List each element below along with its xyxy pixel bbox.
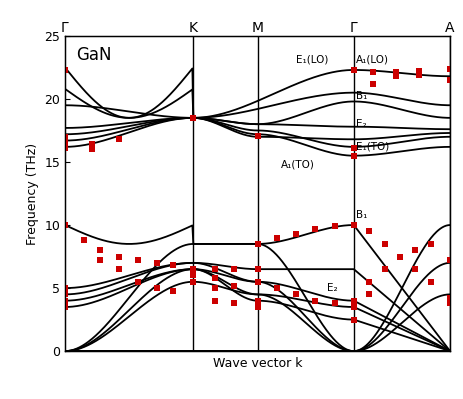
Point: [380, 266, 388, 273]
Point: [96, 257, 103, 263]
Point: [153, 260, 161, 266]
Point: [395, 253, 403, 260]
Point: [392, 69, 399, 76]
Point: [330, 300, 338, 306]
Text: A₁(LO): A₁(LO): [355, 55, 388, 65]
Point: [115, 253, 122, 260]
Point: [169, 262, 176, 269]
Point: [61, 222, 69, 228]
Point: [350, 316, 357, 323]
Point: [253, 241, 261, 247]
Point: [189, 266, 196, 273]
Point: [61, 140, 69, 146]
Point: [115, 136, 122, 142]
Point: [380, 241, 388, 247]
Point: [350, 152, 357, 159]
Point: [253, 132, 261, 139]
Point: [253, 304, 261, 310]
Point: [350, 67, 357, 73]
Point: [426, 279, 433, 285]
Text: B₁: B₁: [355, 91, 366, 101]
Text: E₁(TO): E₁(TO): [355, 142, 388, 152]
Point: [211, 285, 219, 291]
Point: [365, 279, 372, 285]
Point: [411, 266, 418, 273]
Point: [330, 223, 338, 229]
Point: [411, 247, 418, 253]
Point: [392, 73, 399, 79]
Text: GaN: GaN: [76, 46, 112, 64]
Point: [211, 298, 219, 304]
Point: [395, 253, 403, 260]
Point: [61, 298, 69, 304]
X-axis label: Wave vector k: Wave vector k: [213, 357, 301, 370]
Point: [230, 282, 238, 289]
Point: [365, 228, 372, 235]
Point: [169, 287, 176, 294]
Point: [311, 298, 319, 304]
Point: [445, 300, 453, 306]
Point: [61, 134, 69, 140]
Point: [369, 81, 376, 87]
Point: [350, 145, 357, 151]
Point: [230, 300, 238, 306]
Point: [350, 304, 357, 310]
Point: [134, 257, 142, 263]
Point: [415, 72, 422, 78]
Point: [134, 279, 142, 285]
Point: [273, 235, 280, 241]
Point: [211, 266, 219, 273]
Point: [445, 295, 453, 301]
Point: [365, 291, 372, 298]
Point: [445, 77, 453, 83]
Point: [253, 266, 261, 273]
Point: [350, 222, 357, 228]
Point: [189, 272, 196, 279]
Point: [369, 69, 376, 76]
Point: [273, 285, 280, 291]
Point: [253, 279, 261, 285]
Point: [230, 266, 238, 273]
Point: [61, 285, 69, 291]
Point: [311, 225, 319, 232]
Point: [115, 266, 122, 273]
Point: [189, 279, 196, 285]
Point: [445, 257, 453, 263]
Text: B₁: B₁: [355, 210, 366, 220]
Point: [81, 237, 88, 243]
Text: E₁(LO): E₁(LO): [296, 55, 328, 65]
Point: [88, 146, 95, 152]
Y-axis label: Frequency (THz): Frequency (THz): [25, 142, 38, 245]
Point: [292, 231, 299, 237]
Point: [426, 241, 433, 247]
Point: [415, 68, 422, 74]
Point: [153, 285, 161, 291]
Point: [61, 67, 69, 73]
Point: [61, 304, 69, 310]
Point: [189, 115, 196, 121]
Text: E₂: E₂: [326, 283, 337, 293]
Point: [61, 291, 69, 298]
Point: [61, 145, 69, 151]
Point: [96, 247, 103, 253]
Text: A₁(TO): A₁(TO): [280, 160, 314, 170]
Point: [88, 141, 95, 148]
Point: [253, 298, 261, 304]
Point: [350, 298, 357, 304]
Point: [211, 275, 219, 281]
Text: E₂: E₂: [355, 119, 366, 129]
Point: [292, 291, 299, 298]
Point: [445, 65, 453, 72]
